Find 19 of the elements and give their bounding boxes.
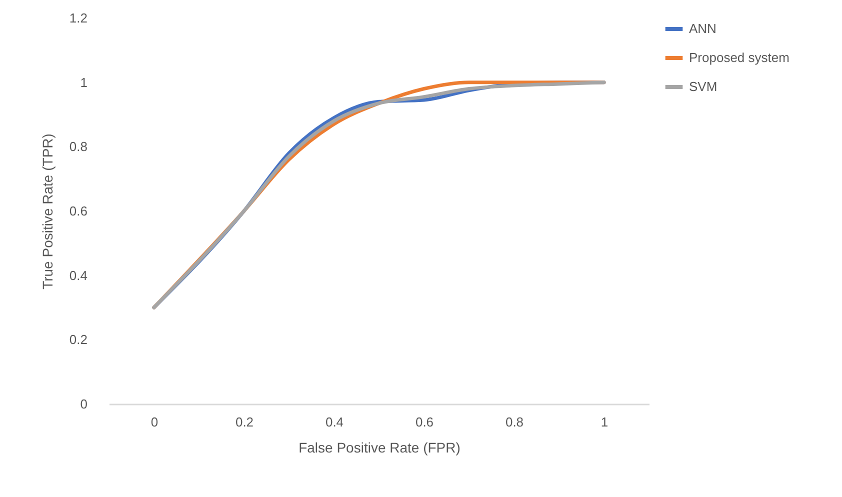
x-tick-label: 0.8 xyxy=(505,414,524,430)
line-series xyxy=(152,80,606,310)
legend-label: Proposed system xyxy=(689,50,790,65)
x-tick-label: 0.4 xyxy=(325,414,344,430)
y-tick-label: 0 xyxy=(80,396,88,412)
y-axis-title: True Positive Rate (TPR) xyxy=(39,134,56,290)
y-tick-label: 1 xyxy=(80,74,88,90)
legend-label: ANN xyxy=(689,21,716,36)
x-tick-label: 1 xyxy=(600,414,608,430)
x-axis-title: False Positive Rate (FPR) xyxy=(298,440,460,456)
y-tick-label: 0.4 xyxy=(69,268,88,283)
x-tick-label: 0 xyxy=(150,414,158,430)
y-tick-label: 1.2 xyxy=(69,10,88,26)
legend-label: SVM xyxy=(689,79,718,94)
x-tick-label: 0.2 xyxy=(235,414,254,430)
x-tick-label: 0.6 xyxy=(415,414,434,430)
y-tick-label: 0.8 xyxy=(69,139,88,154)
y-tick-label: 0.6 xyxy=(69,204,88,218)
y-tick-label: 0.2 xyxy=(69,332,88,348)
